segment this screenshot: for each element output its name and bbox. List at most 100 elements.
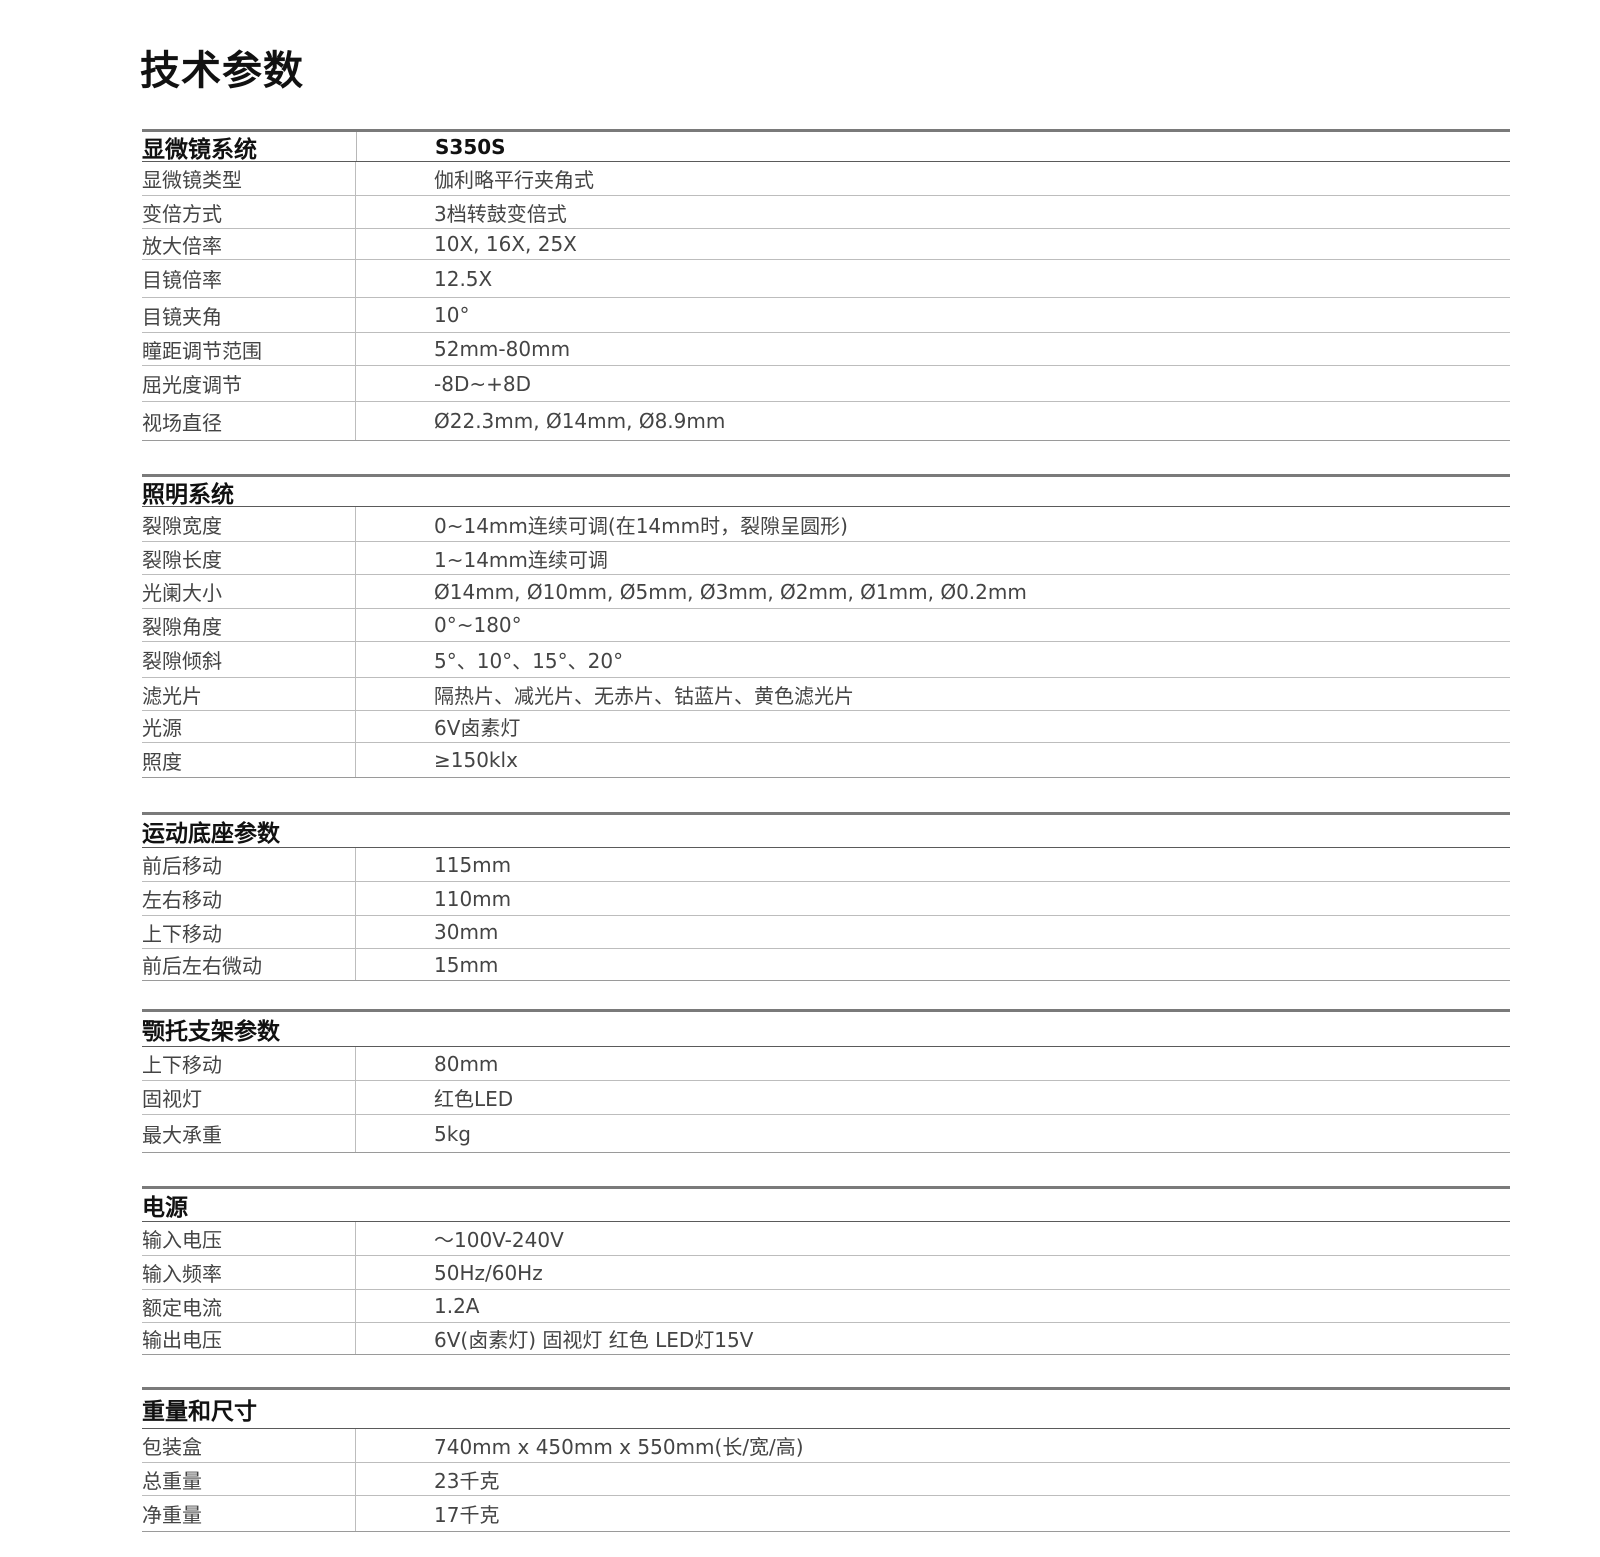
spec-value: 5°、10°、15°、20° [434, 649, 624, 673]
table-row: 照度 ≥150klx [142, 742, 1510, 777]
spec-label: 目镜倍率 [142, 260, 356, 297]
spec-label: 前后移动 [142, 848, 356, 881]
table-row: 上下移动 80mm [142, 1047, 1510, 1080]
table-row: 输入电压 ～100V-240V [142, 1222, 1510, 1255]
spec-label: 净重量 [142, 1496, 356, 1531]
spec-label: 裂隙长度 [142, 542, 356, 574]
spec-value: 1~14mm连续可调 [434, 547, 608, 572]
spec-label: 屈光度调节 [142, 366, 356, 401]
spec-label: 滤光片 [142, 678, 356, 710]
section-header: 照明系统 [142, 474, 1510, 508]
spec-rows: 前后移动 115mm 左右移动 110mm 上下移动 30mm 前后左右微动 15mm [142, 848, 1510, 980]
table-row: 输出电压 6V(卤素灯) 固视灯 红色 LED灯15V [142, 1322, 1510, 1354]
table-row: 光阑大小 Ø14mm, Ø10mm, Ø5mm, Ø3mm, Ø2mm, Ø1mm… [142, 574, 1510, 608]
spec-section-microscope: 显微镜系统 S350S 显微镜类型 伽利略平行夹角式 变倍方式 3档转鼓变倍式 放大… [142, 129, 1510, 441]
table-row: 最大承重 5kg [142, 1114, 1510, 1152]
table-row: 上下移动 30mm [142, 915, 1510, 948]
spec-label: 输入电压 [142, 1222, 356, 1255]
spec-label: 变倍方式 [142, 196, 356, 228]
table-row: 光源 6V卤素灯 [142, 710, 1510, 742]
spec-value: 52mm-80mm [434, 337, 571, 361]
spec-rows: 裂隙宽度 0~14mm连续可调(在14mm时，裂隙呈圆形) 裂隙长度 1~14mm连… [142, 507, 1510, 777]
table-row: 固视灯 红色LED [142, 1080, 1510, 1114]
spec-label: 放大倍率 [142, 229, 356, 259]
page-title: 技术参数 [140, 48, 304, 94]
spec-value: 6V卤素灯 [434, 716, 521, 740]
table-row: 裂隙倾斜 5°、10°、15°、20° [142, 641, 1510, 677]
spec-label: 上下移动 [142, 1047, 356, 1080]
section-title: 重量和尺寸 [142, 1399, 257, 1425]
spec-value: 5kg [434, 1121, 472, 1146]
spec-value: 0~14mm连续可调(在14mm时，裂隙呈圆形) [434, 513, 848, 538]
spec-rows: 输入电压 ～100V-240V 输入频率 50Hz/60Hz 额定电流 1.2A 输出… [142, 1222, 1510, 1354]
spec-label: 包装盒 [142, 1429, 356, 1462]
spec-label: 裂隙角度 [142, 609, 356, 641]
spec-label: 额定电流 [142, 1290, 356, 1322]
spec-label: 光阑大小 [142, 575, 356, 608]
spec-label: 视场直径 [142, 402, 356, 440]
spec-value: 10° [434, 303, 470, 327]
table-row: 屈光度调节 -8D~+8D [142, 365, 1510, 401]
table-row: 总重量 23千克 [142, 1462, 1510, 1495]
spec-label: 最大承重 [142, 1115, 356, 1152]
spec-value: 740mm x 450mm x 550mm(长/宽/高) [434, 1435, 804, 1459]
table-row: 滤光片 隔热片、减光片、无赤片、钴蓝片、黄色滤光片 [142, 677, 1510, 710]
table-row: 裂隙角度 0°~180° [142, 608, 1510, 641]
table-row: 瞳距调节范围 52mm-80mm [142, 332, 1510, 365]
spec-label: 裂隙倾斜 [142, 642, 356, 677]
spec-value: 15mm [434, 952, 499, 977]
spec-value: Ø14mm, Ø10mm, Ø5mm, Ø3mm, Ø2mm, Ø1mm, Ø0… [434, 579, 1027, 604]
spec-label: 固视灯 [142, 1081, 356, 1114]
spec-value: 80mm [434, 1051, 499, 1076]
section-header: 运动底座参数 [142, 812, 1510, 848]
section-header: 显微镜系统 S350S [142, 129, 1510, 163]
table-row: 前后左右微动 15mm [142, 948, 1510, 980]
spec-value: -8D~+8D [434, 371, 531, 396]
spec-section-weight-size: 重量和尺寸 包装盒 740mm x 450mm x 550mm(长/宽/高) 总重… [142, 1387, 1510, 1532]
spec-rows: 显微镜类型 伽利略平行夹角式 变倍方式 3档转鼓变倍式 放大倍率 10X, 16X, … [142, 162, 1510, 440]
spec-value: Ø22.3mm, Ø14mm, Ø8.9mm [434, 409, 726, 433]
section-header: 电源 [142, 1186, 1510, 1222]
section-title: 显微镜系统 [142, 136, 257, 163]
table-row: 显微镜类型 伽利略平行夹角式 [142, 162, 1510, 195]
spec-value: 0°~180° [434, 613, 522, 637]
table-row: 放大倍率 10X, 16X, 25X [142, 228, 1510, 259]
table-row: 净重量 17千克 [142, 1495, 1510, 1531]
table-row: 目镜倍率 12.5X [142, 259, 1510, 297]
section-title: 照明系统 [142, 481, 234, 508]
spec-section-illumination: 照明系统 裂隙宽度 0~14mm连续可调(在14mm时，裂隙呈圆形) 裂隙长度 1~… [142, 474, 1510, 778]
spec-value: 12.5X [434, 266, 493, 291]
spec-label: 光源 [142, 711, 356, 742]
spec-value: 30mm [434, 920, 499, 944]
spec-value: ～100V-240V [434, 1228, 564, 1252]
spec-section-power: 电源 输入电压 ～100V-240V 输入频率 50Hz/60Hz 额定电流 1.2A… [142, 1186, 1510, 1355]
section-title: 运动底座参数 [142, 821, 280, 847]
spec-label: 裂隙宽度 [142, 507, 356, 541]
spec-label: 前后左右微动 [142, 949, 356, 980]
spec-value: 伽利略平行夹角式 [434, 168, 594, 192]
table-row: 前后移动 115mm [142, 848, 1510, 881]
spec-label: 上下移动 [142, 916, 356, 948]
model-name: S350S [356, 132, 506, 161]
spec-label: 目镜夹角 [142, 298, 356, 332]
table-row: 包装盒 740mm x 450mm x 550mm(长/宽/高) [142, 1429, 1510, 1462]
spec-value: 115mm [434, 852, 512, 877]
table-row: 额定电流 1.2A [142, 1289, 1510, 1322]
spec-label: 照度 [142, 743, 356, 777]
spec-value: 6V(卤素灯) 固视灯 红色 LED灯15V [434, 1328, 754, 1352]
spec-value: 3档转鼓变倍式 [434, 201, 567, 226]
spec-label: 瞳距调节范围 [142, 333, 356, 365]
spec-label: 输入频率 [142, 1256, 356, 1289]
table-row: 裂隙宽度 0~14mm连续可调(在14mm时，裂隙呈圆形) [142, 507, 1510, 541]
table-row: 变倍方式 3档转鼓变倍式 [142, 195, 1510, 228]
spec-rows: 包装盒 740mm x 450mm x 550mm(长/宽/高) 总重量 23千克 … [142, 1429, 1510, 1531]
table-row: 裂隙长度 1~14mm连续可调 [142, 541, 1510, 574]
spec-section-chinrest: 颚托支架参数 上下移动 80mm 固视灯 红色LED 最大承重 5kg [142, 1009, 1510, 1153]
spec-label: 输出电压 [142, 1323, 356, 1354]
section-header: 颚托支架参数 [142, 1009, 1510, 1047]
spec-value: 17千克 [434, 1503, 500, 1527]
table-row: 目镜夹角 10° [142, 297, 1510, 332]
table-row: 输入频率 50Hz/60Hz [142, 1255, 1510, 1289]
spec-rows: 上下移动 80mm 固视灯 红色LED 最大承重 5kg [142, 1047, 1510, 1152]
spec-label: 显微镜类型 [142, 162, 356, 195]
